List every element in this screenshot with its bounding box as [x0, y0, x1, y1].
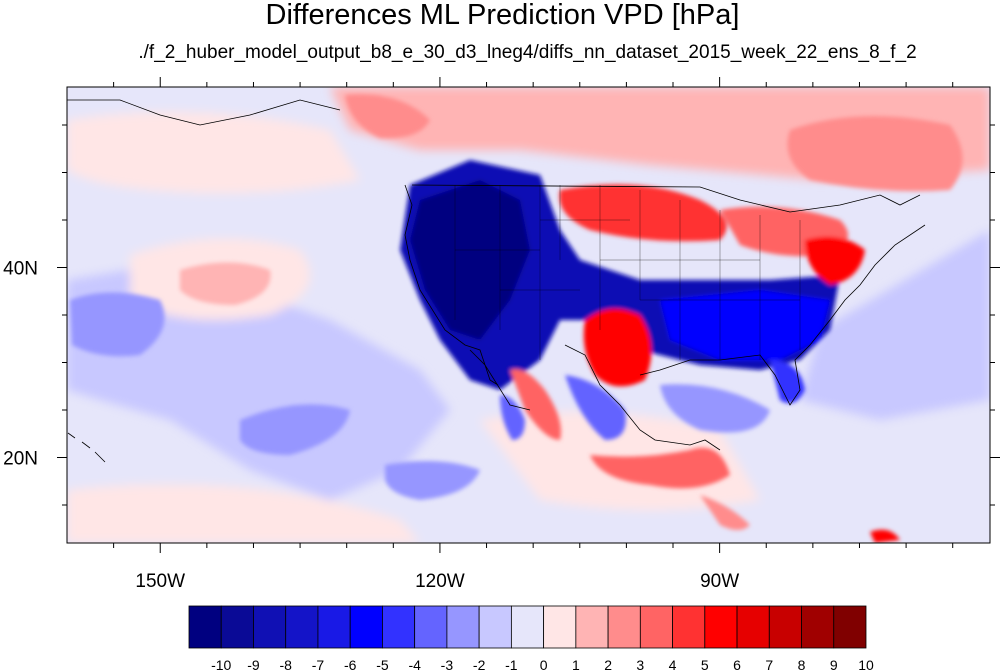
- pacific-south-blue-patch: [240, 404, 350, 455]
- x-tick-label: 120W: [415, 571, 465, 592]
- colorbar-swatch: [285, 605, 319, 649]
- x-tick-label: 150W: [135, 571, 185, 592]
- atlantic-blue-band: [800, 230, 990, 420]
- y-tick-label: 40N: [3, 259, 38, 280]
- colorbar-swatch: [575, 605, 609, 649]
- southern-mexico-red: [590, 447, 730, 489]
- colorbar-swatch: [672, 605, 706, 649]
- colorbar-label: 3: [636, 657, 644, 672]
- colorbar-swatch: [704, 605, 738, 649]
- us-canada-border: [411, 184, 921, 213]
- mexico-blue-patch: [565, 375, 626, 440]
- canada-red-east: [787, 116, 963, 192]
- colorbar-swatch: [446, 605, 480, 649]
- colorbar-label: 10: [858, 657, 874, 672]
- colorbar-label: -8: [279, 657, 292, 672]
- colorbar-swatch: [414, 605, 448, 649]
- colorbar-label: 4: [669, 657, 677, 672]
- colorbar-label: 6: [733, 657, 741, 672]
- alaska-coastline: [67, 99, 341, 126]
- colorbar-swatch: [833, 605, 867, 649]
- colorbar-label: 7: [765, 657, 773, 672]
- x-tick-label: 90W: [700, 571, 739, 592]
- colorbar-swatch: [220, 605, 254, 649]
- canada-red-west: [345, 94, 430, 139]
- colorbar-swatch: [253, 605, 287, 649]
- colorbar-label: -1: [505, 657, 518, 672]
- colorbar-label: -3: [441, 657, 454, 672]
- map-plot-area: [67, 87, 990, 543]
- caribbean-red-spot: [870, 529, 900, 543]
- colorbar-swatch: [768, 605, 802, 649]
- texas-red: [583, 308, 652, 387]
- colorbar-swatch: [607, 605, 641, 649]
- hawaii-north-blue-patch: [70, 292, 165, 357]
- colorbar-label: 9: [830, 657, 838, 672]
- chart-title: Differences ML Prediction VPD [hPa]: [265, 0, 740, 31]
- colorbar-swatch: [188, 605, 222, 649]
- colorbar-label: -6: [344, 657, 357, 672]
- baja-red-streak: [510, 369, 561, 440]
- gulf-blue-patch: [660, 384, 770, 433]
- map-ticks: 150W 120W 90W 20N 40N: [3, 77, 1000, 592]
- mid-atlantic-red: [805, 236, 865, 285]
- colorbar-label: -7: [312, 657, 325, 672]
- colorbar-label: -10: [211, 657, 231, 672]
- colorbar-label: 0: [540, 657, 548, 672]
- south-pacific-warm-band: [67, 484, 420, 543]
- colorbar-label: -5: [376, 657, 389, 672]
- coastlines: [67, 99, 926, 463]
- colorbar-swatch: [510, 605, 545, 649]
- colorbar-swatch: [382, 605, 416, 649]
- colorbar-swatch: [543, 605, 577, 649]
- colorbar-label: 8: [798, 657, 806, 672]
- colorbar-swatch: [317, 605, 351, 649]
- colorbar: -10 -9 -8 -7 -6 -5 -4 -3 -2 -1 0 1 2 3 4 5 6 7 8 9 10: [188, 605, 874, 672]
- baja-blue-streak: [500, 395, 525, 440]
- colorbar-swatch: [349, 605, 383, 649]
- great-plains-red: [559, 184, 727, 242]
- colorbar-swatch: [736, 605, 770, 649]
- florida-blue: [770, 360, 805, 404]
- central-pacific-red-patch: [180, 262, 271, 305]
- colorbar-swatch: [801, 605, 835, 649]
- north-pacific-warm-band: [67, 112, 360, 194]
- colorbar-label: -4: [408, 657, 421, 672]
- colorbar-label: 1: [572, 657, 580, 672]
- colorbar-label: 5: [701, 657, 709, 672]
- colorbar-label: -2: [473, 657, 486, 672]
- y-tick-label: 20N: [3, 449, 38, 470]
- central-america-red: [700, 495, 750, 530]
- colorbar-label: 2: [604, 657, 612, 672]
- colorbar-swatch: [478, 605, 512, 649]
- state-borders: [454, 185, 801, 360]
- colorbar-label: -9: [247, 657, 260, 672]
- state-borders-western: [454, 185, 801, 360]
- chart-subtitle: ./f_2_huber_model_output_b8_e_30_d3_lneg…: [138, 42, 917, 63]
- hawaii-islands: [67, 432, 106, 463]
- southeast-us-core: [660, 290, 830, 360]
- colorbar-swatch: [639, 605, 673, 649]
- pacific-southeast-blue-patch: [385, 461, 480, 500]
- north-america-coastline: [404, 184, 926, 451]
